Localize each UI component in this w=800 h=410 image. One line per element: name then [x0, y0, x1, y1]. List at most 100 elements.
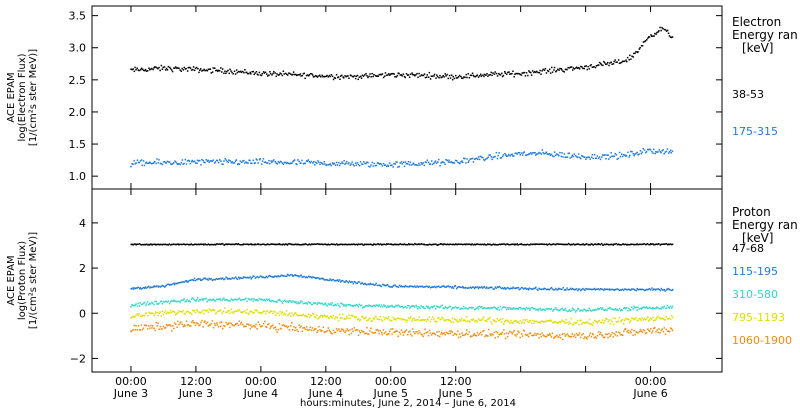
data-point	[607, 154, 609, 156]
data-point	[375, 329, 377, 331]
data-point	[414, 285, 416, 287]
x-tick-label-date: June 4	[243, 387, 278, 400]
data-point	[460, 75, 462, 78]
data-point	[166, 283, 169, 286]
data-point	[409, 333, 412, 336]
data-point	[437, 286, 439, 288]
data-point	[217, 69, 220, 72]
data-point	[143, 244, 145, 246]
data-point	[499, 332, 502, 335]
data-point	[194, 299, 196, 302]
data-point	[604, 309, 606, 312]
data-point	[606, 333, 608, 335]
data-point	[334, 164, 337, 166]
data-point	[492, 243, 495, 245]
data-point	[367, 243, 369, 246]
data-point	[211, 243, 213, 246]
data-point	[201, 319, 203, 322]
data-point	[669, 243, 672, 245]
data-point	[163, 286, 166, 288]
data-point	[172, 163, 174, 165]
data-point	[627, 288, 629, 291]
data-point	[461, 286, 463, 289]
data-point	[224, 299, 226, 301]
data-point	[624, 307, 627, 310]
data-point	[322, 163, 324, 165]
data-point	[366, 327, 368, 329]
data-point	[268, 298, 270, 301]
data-point	[662, 317, 664, 320]
data-point	[605, 63, 607, 65]
data-point	[346, 280, 348, 283]
data-point	[418, 306, 420, 308]
data-point	[170, 300, 173, 302]
data-point	[212, 298, 214, 300]
data-point	[141, 164, 143, 167]
data-point	[188, 160, 191, 162]
data-point	[175, 312, 178, 315]
data-point	[363, 330, 365, 333]
data-point	[595, 157, 597, 160]
data-point	[452, 243, 454, 246]
data-point	[434, 285, 436, 288]
data-point	[335, 304, 338, 307]
data-point	[469, 243, 471, 246]
data-point	[606, 63, 608, 65]
data-point	[584, 322, 586, 324]
data-point	[261, 311, 264, 314]
data-point	[360, 163, 363, 165]
data-point	[234, 298, 237, 301]
data-point	[521, 287, 524, 289]
data-point	[212, 159, 214, 161]
data-point	[204, 309, 206, 312]
data-point	[362, 316, 364, 318]
data-point	[428, 329, 431, 332]
data-point	[294, 329, 296, 332]
data-point	[423, 164, 425, 167]
data-point	[512, 331, 514, 333]
data-point	[350, 74, 352, 77]
data-point	[343, 305, 345, 307]
data-point	[149, 244, 151, 246]
data-point	[477, 308, 480, 310]
data-point	[251, 310, 253, 313]
data-point	[530, 71, 532, 74]
data-point	[662, 330, 665, 333]
data-point	[495, 72, 498, 75]
data-point	[374, 164, 377, 167]
data-point	[246, 300, 248, 302]
data-point	[372, 244, 374, 246]
data-point	[426, 285, 429, 288]
data-point	[245, 297, 247, 300]
data-point	[166, 243, 169, 246]
data-point	[333, 243, 336, 246]
data-point	[255, 309, 257, 311]
data-point	[347, 281, 350, 284]
data-point	[297, 159, 299, 161]
data-point	[366, 75, 368, 77]
data-point	[150, 312, 152, 315]
data-point	[485, 74, 487, 76]
data-point	[380, 73, 382, 76]
data-point	[320, 277, 322, 280]
data-point	[499, 286, 502, 289]
data-point	[184, 313, 186, 315]
data-point	[497, 286, 499, 289]
data-point	[557, 68, 559, 70]
data-point	[478, 333, 481, 335]
data-point	[325, 331, 327, 333]
data-point	[199, 69, 201, 71]
data-point	[149, 303, 152, 305]
data-point	[646, 288, 648, 291]
data-point	[179, 69, 181, 71]
data-point	[353, 243, 355, 245]
data-point	[303, 302, 306, 305]
data-point	[589, 244, 591, 246]
data-point	[638, 331, 641, 333]
data-point	[547, 153, 550, 155]
data-point	[429, 287, 432, 289]
data-point	[467, 333, 469, 336]
data-point	[311, 73, 313, 75]
data-point	[549, 154, 552, 157]
data-point	[584, 309, 586, 311]
